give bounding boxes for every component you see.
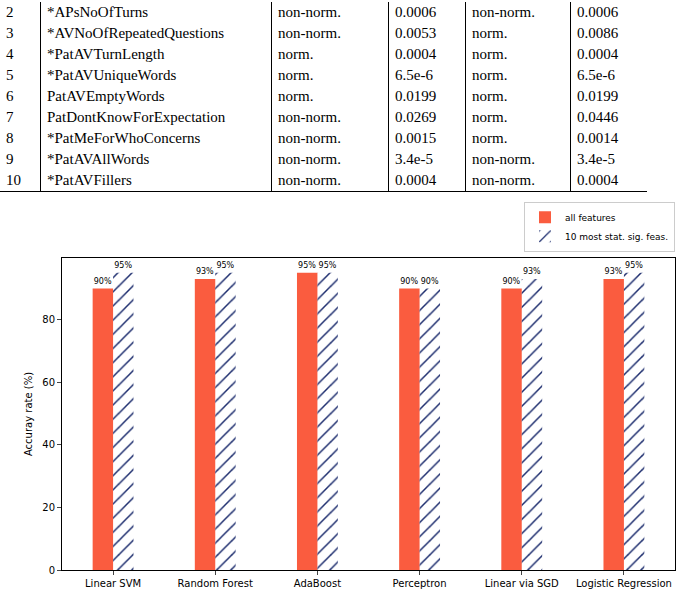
html-text:non-norm.: non-norm. [278, 172, 341, 188]
html-text:0.0006: 0.0006 [577, 4, 619, 20]
svg-text:Linear SVM: Linear SVM [85, 578, 141, 589]
svg-text:60: 60 [42, 377, 55, 388]
html-text:norm.: norm. [472, 67, 508, 83]
html-text:9: 9 [6, 151, 14, 167]
svg-text:80: 80 [42, 314, 55, 325]
html-text:non-norm.: non-norm. [278, 130, 341, 146]
svg-text:90%: 90% [421, 277, 439, 286]
html-text:6: 6 [6, 88, 14, 104]
html-text:8: 8 [6, 130, 14, 146]
html-text:norm.: norm. [472, 88, 508, 104]
svg-text:Random Forest: Random Forest [178, 578, 253, 589]
html-text:6.5e-6: 6.5e-6 [395, 67, 433, 83]
svg-text:95%: 95% [216, 261, 234, 270]
svg-text:95%: 95% [298, 261, 316, 270]
html-text:0.0004: 0.0004 [395, 172, 437, 188]
html-text:non-norm.: non-norm. [278, 109, 341, 125]
html-text:5: 5 [6, 67, 14, 83]
html-text:non-norm.: non-norm. [472, 172, 535, 188]
html-text:3.4e-5: 3.4e-5 [577, 151, 615, 167]
svg-text:all features: all features [565, 213, 616, 223]
html-text:*PatAVAllWords: *PatAVAllWords [47, 151, 150, 167]
html-text:norm.: norm. [472, 25, 508, 41]
html-text:*PatMeForWhoConcerns: *PatMeForWhoConcerns [47, 130, 201, 146]
html-text:4: 4 [6, 46, 14, 62]
html-text:non-norm.: non-norm. [472, 4, 535, 20]
html-text:0.0446: 0.0446 [577, 109, 619, 125]
html-text:6.5e-6: 6.5e-6 [577, 67, 615, 83]
html-text:non-norm.: non-norm. [278, 25, 341, 41]
html-text:non-norm.: non-norm. [472, 151, 535, 167]
svg-text:Accuray rate (%): Accuray rate (%) [23, 372, 34, 456]
html-text:0.0015: 0.0015 [395, 130, 437, 146]
html-text:norm.: norm. [278, 88, 314, 104]
svg-text:95%: 95% [319, 261, 337, 270]
html-text:*PatAVFillers: *PatAVFillers [47, 172, 132, 188]
html-text:3.4e-5: 3.4e-5 [395, 151, 433, 167]
svg-text:93%: 93% [196, 267, 214, 276]
html-text:*PatAVUniqueWords: *PatAVUniqueWords [47, 67, 177, 83]
svg-text:40: 40 [42, 439, 55, 450]
svg-text:0: 0 [49, 565, 55, 576]
svg-text:Logistic Regression: Logistic Regression [576, 578, 672, 589]
html-text:3: 3 [6, 25, 14, 41]
svg-text:Perceptron: Perceptron [393, 578, 447, 589]
html-text:PatAVEmptyWords: PatAVEmptyWords [47, 88, 165, 104]
html-text:0.0006: 0.0006 [395, 4, 437, 20]
html-text:0.0269: 0.0269 [395, 109, 437, 125]
html-text:0.0014: 0.0014 [577, 130, 619, 146]
svg-text:93%: 93% [523, 267, 541, 276]
svg-text:20: 20 [42, 502, 55, 513]
html-text:0.0004: 0.0004 [577, 172, 619, 188]
svg-text:10 most stat. sig. feas.: 10 most stat. sig. feas. [565, 232, 668, 242]
svg-text:AdaBoost: AdaBoost [294, 578, 341, 589]
svg-text:93%: 93% [605, 267, 623, 276]
html-text:*APsNoOfTurns: *APsNoOfTurns [47, 4, 149, 20]
html-text:0.0086: 0.0086 [577, 25, 619, 41]
svg-text:90%: 90% [502, 277, 520, 286]
html-text:non-norm.: non-norm. [278, 151, 341, 167]
html-text:norm.: norm. [472, 130, 508, 146]
html-text:norm.: norm. [472, 109, 508, 125]
svg-text:95%: 95% [625, 261, 643, 270]
html-text:*AVNoOfRepeatedQuestions: *AVNoOfRepeatedQuestions [47, 25, 225, 41]
html-text:0.0199: 0.0199 [577, 88, 619, 104]
html-text:7: 7 [6, 109, 14, 125]
html-text:0.0199: 0.0199 [395, 88, 437, 104]
html-text:PatDontKnowForExpectation: PatDontKnowForExpectation [47, 109, 226, 125]
svg-text:90%: 90% [94, 277, 112, 286]
html-text:0.0053: 0.0053 [395, 25, 437, 41]
svg-text:Linear via SGD: Linear via SGD [485, 578, 559, 589]
html-text:non-norm.: non-norm. [278, 4, 341, 20]
html-text:norm.: norm. [278, 67, 314, 83]
svg-text:90%: 90% [400, 277, 418, 286]
svg-text:95%: 95% [114, 261, 132, 270]
html-text:*PatAVTurnLength: *PatAVTurnLength [47, 46, 165, 62]
html-text:2: 2 [6, 4, 14, 20]
html-text:norm.: norm. [472, 46, 508, 62]
html-text:0.0004: 0.0004 [395, 46, 437, 62]
html-text:0.0004: 0.0004 [577, 46, 619, 62]
html-text:norm.: norm. [278, 46, 314, 62]
html-text:10: 10 [6, 172, 21, 188]
